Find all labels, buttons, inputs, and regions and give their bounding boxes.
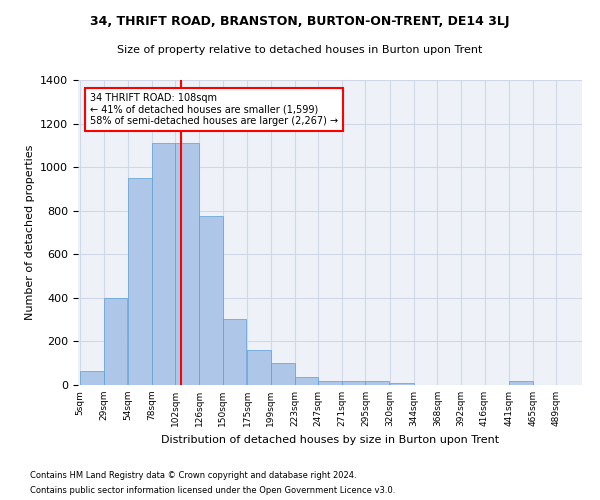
Bar [318, 380, 342, 385]
Bar [104, 298, 127, 385]
Bar [152, 143, 175, 385]
Bar [390, 383, 413, 385]
Bar [199, 216, 223, 385]
Bar [128, 178, 152, 385]
X-axis label: Distribution of detached houses by size in Burton upon Trent: Distribution of detached houses by size … [161, 434, 499, 444]
Bar [80, 371, 104, 385]
Text: Size of property relative to detached houses in Burton upon Trent: Size of property relative to detached ho… [118, 45, 482, 55]
Bar [271, 363, 295, 385]
Text: Contains public sector information licensed under the Open Government Licence v3: Contains public sector information licen… [30, 486, 395, 495]
Bar [175, 143, 199, 385]
Y-axis label: Number of detached properties: Number of detached properties [25, 145, 35, 320]
Bar [509, 381, 533, 385]
Bar [223, 318, 247, 385]
Bar [295, 378, 318, 385]
Bar [365, 380, 389, 385]
Text: Contains HM Land Registry data © Crown copyright and database right 2024.: Contains HM Land Registry data © Crown c… [30, 471, 356, 480]
Bar [247, 350, 271, 385]
Bar [342, 381, 365, 385]
Text: 34 THRIFT ROAD: 108sqm
← 41% of detached houses are smaller (1,599)
58% of semi-: 34 THRIFT ROAD: 108sqm ← 41% of detached… [90, 93, 338, 126]
Text: 34, THRIFT ROAD, BRANSTON, BURTON-ON-TRENT, DE14 3LJ: 34, THRIFT ROAD, BRANSTON, BURTON-ON-TRE… [90, 15, 510, 28]
